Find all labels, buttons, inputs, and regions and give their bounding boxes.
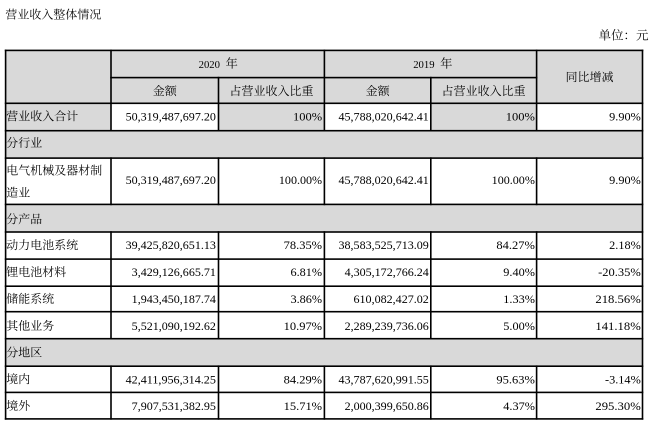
svg-text:50,319,487,697.20: 50,319,487,697.20 [126, 175, 217, 187]
svg-text:4,305,172,766.24: 4,305,172,766.24 [345, 267, 430, 279]
svg-text:2,289,239,736.06: 2,289,239,736.06 [345, 321, 430, 333]
svg-text:100.00%: 100.00% [279, 175, 322, 187]
svg-text:100.00%: 100.00% [492, 175, 535, 187]
svg-text:39,425,820,651.13: 39,425,820,651.13 [126, 240, 217, 252]
svg-text:2020: 2020 [199, 59, 220, 71]
svg-text:9.90%: 9.90% [609, 175, 641, 187]
svg-text:78.35%: 78.35% [284, 240, 323, 252]
svg-text:15.71%: 15.71% [284, 401, 323, 413]
svg-text:295.30%: 295.30% [595, 401, 640, 413]
svg-text:1,943,450,187.74: 1,943,450,187.74 [132, 294, 217, 306]
svg-text:9.90%: 9.90% [609, 111, 641, 123]
svg-text:610,082,427.02: 610,082,427.02 [354, 294, 429, 306]
svg-text:100%: 100% [293, 111, 322, 123]
svg-text:45,788,020,642.41: 45,788,020,642.41 [339, 175, 429, 187]
svg-text:4.37%: 4.37% [503, 401, 535, 413]
svg-text:9.40%: 9.40% [503, 267, 535, 279]
svg-text:3.86%: 3.86% [291, 294, 323, 306]
svg-text:218.56%: 218.56% [595, 294, 640, 306]
svg-text:38,583,525,713.09: 38,583,525,713.09 [339, 240, 430, 252]
svg-text:-20.35%: -20.35% [598, 267, 641, 279]
svg-text:2019: 2019 [413, 59, 434, 71]
svg-text:10.97%: 10.97% [284, 321, 323, 333]
svg-text:1.33%: 1.33% [503, 294, 535, 306]
svg-text:42,411,956,314.25: 42,411,956,314.25 [126, 374, 217, 386]
svg-text:6.81%: 6.81% [291, 267, 323, 279]
svg-text:3,429,126,665.71: 3,429,126,665.71 [132, 267, 216, 279]
svg-text:84.29%: 84.29% [284, 374, 323, 386]
svg-text:5.00%: 5.00% [503, 321, 535, 333]
svg-text:7,907,531,382.95: 7,907,531,382.95 [132, 401, 217, 413]
svg-text:-3.14%: -3.14% [605, 374, 641, 386]
svg-text:43,787,620,991.55: 43,787,620,991.55 [339, 374, 430, 386]
svg-text:45,788,020,642.41: 45,788,020,642.41 [339, 111, 429, 123]
svg-text:95.63%: 95.63% [496, 374, 535, 386]
svg-text:141.18%: 141.18% [595, 321, 640, 333]
svg-text:100%: 100% [506, 111, 535, 123]
svg-text:2,000,399,650.86: 2,000,399,650.86 [345, 401, 430, 413]
svg-text:84.27%: 84.27% [496, 240, 535, 252]
svg-text:2.18%: 2.18% [609, 240, 641, 252]
svg-text:5,521,090,192.62: 5,521,090,192.62 [132, 321, 216, 333]
svg-text:50,319,487,697.20: 50,319,487,697.20 [126, 111, 217, 123]
